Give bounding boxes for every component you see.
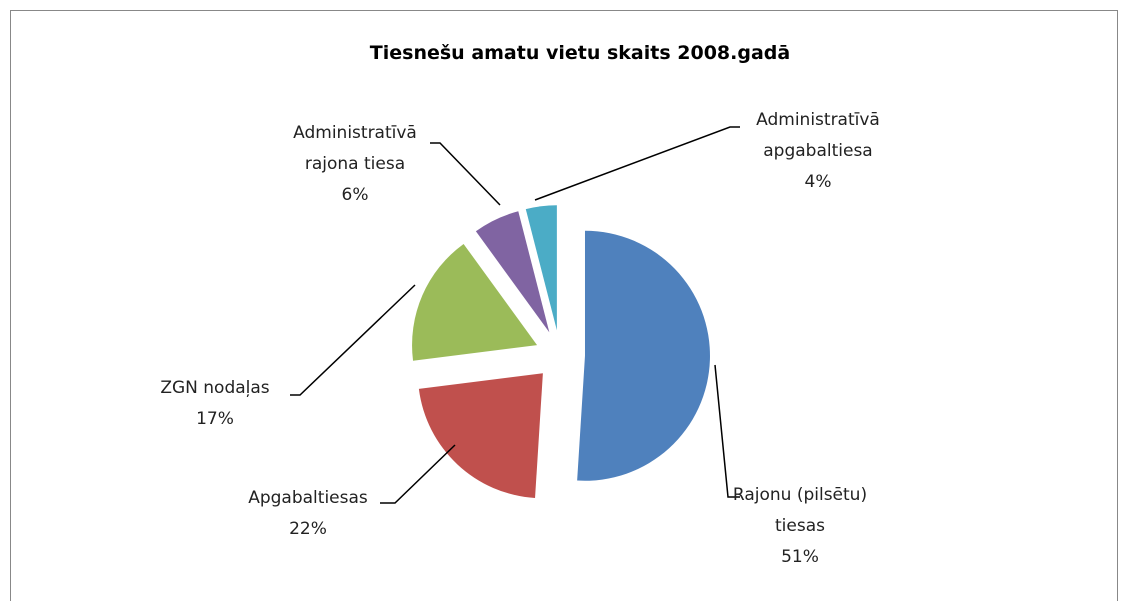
- value-label: 4%: [804, 172, 832, 192]
- chart-frame: [10, 10, 1118, 601]
- leader-line: [380, 444, 456, 504]
- data-label: Rajonu (pilsētu) tiesas 51%: [720, 480, 880, 573]
- category-label: Apgabaltiesas: [248, 488, 368, 508]
- category-label: ZGN nodaļas: [160, 378, 270, 398]
- pie-slice: [525, 205, 557, 331]
- data-label: Administratīvā rajona tiesa 6%: [280, 118, 430, 211]
- category-label: Rajonu (pilsētu) tiesas: [732, 485, 868, 536]
- leader-line: [714, 364, 740, 498]
- category-label: Administratīvā apgabaltiesa: [756, 110, 880, 161]
- pie-slice: [475, 211, 550, 333]
- pie-slice: [577, 230, 710, 481]
- leader-line: [534, 126, 740, 201]
- value-label: 6%: [341, 185, 369, 205]
- pie-slice: [412, 243, 538, 361]
- data-label: Administratīvā apgabaltiesa 4%: [743, 105, 893, 198]
- chart-title: Tiesnešu amatu vietu skaits 2008.gadā: [369, 42, 791, 64]
- pie-slice: [418, 373, 543, 498]
- value-label: 22%: [289, 519, 327, 539]
- leader-line: [430, 142, 501, 206]
- data-label: ZGN nodaļas 17%: [135, 373, 295, 435]
- leader-line: [290, 284, 416, 396]
- value-label: 17%: [196, 409, 234, 429]
- value-label: 51%: [781, 547, 819, 567]
- category-label: Administratīvā rajona tiesa: [293, 123, 417, 174]
- data-label: Apgabaltiesas 22%: [223, 483, 393, 545]
